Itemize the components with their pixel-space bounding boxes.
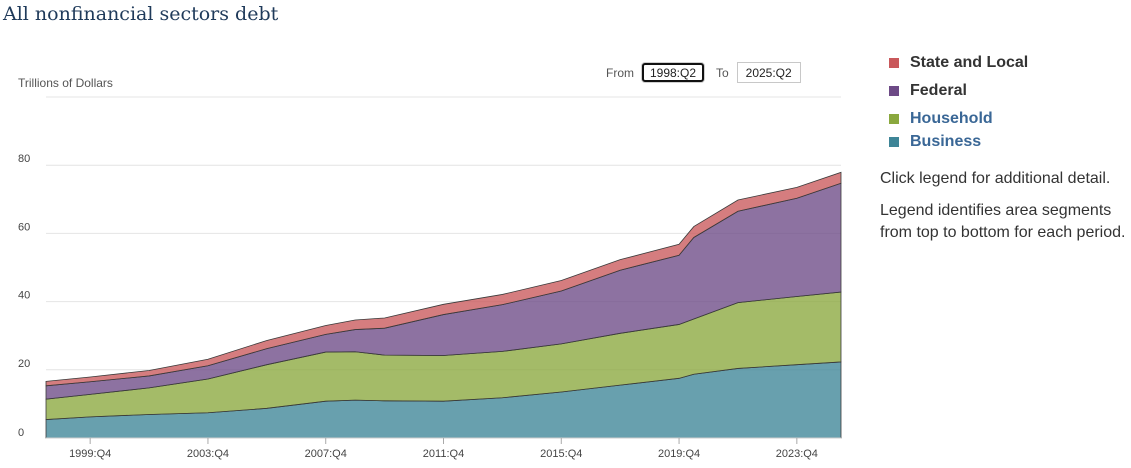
- note-legend-order: Legend identifies area segments from top…: [880, 202, 1126, 241]
- x-tick-label: 2007:Q4: [305, 448, 347, 460]
- x-tick-label: 1999:Q4: [69, 448, 111, 460]
- y-tick-label: 40: [18, 290, 30, 302]
- to-label: To: [716, 65, 729, 80]
- from-label: From: [606, 65, 634, 80]
- area-state-and-local[interactable]: [45, 171, 842, 387]
- x-tick-label: 2015:Q4: [540, 448, 582, 460]
- to-date-input[interactable]: [736, 62, 801, 83]
- legend-swatch: [889, 57, 899, 68]
- legend-label: Household: [910, 109, 993, 127]
- y-tick-label: 80: [18, 153, 30, 165]
- from-date-input[interactable]: [642, 63, 704, 82]
- y-tick-label: 0: [18, 427, 24, 439]
- y-axis-ticks: 0 20 40 60 80: [18, 153, 30, 439]
- legend-item-business[interactable]: Business: [889, 130, 1028, 153]
- legend-swatch: [889, 113, 899, 124]
- legend-item-state-and-local[interactable]: State and Local: [889, 51, 1028, 74]
- x-axis-ticks: 1999:Q4 2003:Q4 2007:Q4 2011:Q4 2015:Q4 2019:…: [46, 437, 841, 460]
- date-range-controls: From To: [606, 61, 801, 84]
- legend: State and Local Federal Household Busine…: [889, 51, 1028, 153]
- note-click-legend: Click legend for additional detail.: [880, 170, 1111, 187]
- y-axis-label: Trillions of Dollars: [18, 76, 113, 90]
- y-tick-label: 20: [18, 358, 30, 370]
- x-tick-label: 2019:Q4: [658, 448, 700, 460]
- legend-label: State and Local: [910, 53, 1029, 71]
- legend-label: Federal: [910, 81, 967, 99]
- area-series: [45, 171, 842, 439]
- y-tick-label: 60: [18, 221, 30, 233]
- legend-swatch: [889, 85, 899, 96]
- x-tick-label: 2023:Q4: [776, 448, 818, 460]
- page-title: All nonfinancial sectors debt: [3, 3, 279, 25]
- legend-label: Business: [910, 132, 982, 150]
- legend-item-federal[interactable]: Federal: [889, 79, 1028, 102]
- stacked-area-chart: Trillions of Dollars 0 20 40 60 80 1999:Q4 20…: [18, 76, 842, 460]
- x-tick-label: 2011:Q4: [423, 448, 464, 460]
- legend-notes: Click legend for additional detail. Lege…: [880, 168, 1130, 254]
- legend-swatch: [889, 136, 899, 147]
- legend-item-household[interactable]: Household: [889, 107, 1028, 130]
- x-tick-label: 2003:Q4: [187, 448, 229, 460]
